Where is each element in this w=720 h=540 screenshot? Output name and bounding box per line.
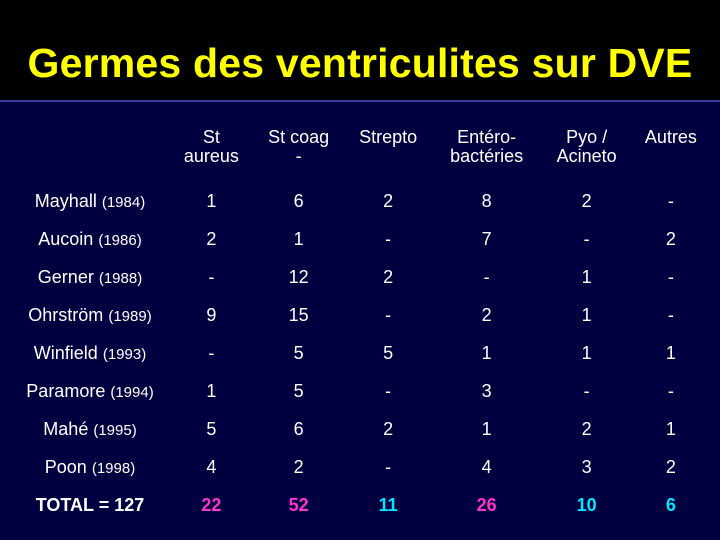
total-row: TOTAL = 127 22 52 11 26 10 6 [10,486,710,524]
header-autres: Autres [644,127,697,147]
table-cell: 1 [481,418,492,439]
table-row: Aucoin (1986) 2 1 - 7 - 2 [10,220,710,258]
study-name: Winfield (1993) [33,342,147,363]
table-cell: 9 [206,304,217,325]
total-cell: 10 [576,494,597,515]
study-name: Mahé (1995) [43,418,137,439]
table-row: Gerner (1988) - 12 2 - 1 - [10,258,710,296]
study-name: Poon (1998) [44,456,136,477]
header-st-coag: St coag - [268,127,330,166]
table-cell: 2 [481,304,492,325]
total-cell: 22 [201,494,222,515]
table-cell: 4 [206,456,217,477]
table-cell: 1 [665,418,676,439]
table-cell: - [208,266,215,287]
table-cell: - [583,228,590,249]
table-cell: - [667,266,674,287]
table-row: Mahé (1995) 5 6 2 1 2 1 [10,410,710,448]
header-strepto: Strepto [359,127,418,147]
header-empty [10,128,170,182]
table-cell: 1 [206,190,217,211]
table-cell: - [385,380,392,401]
table-cell: 6 [293,418,304,439]
table-cell: 2 [293,456,304,477]
table-cell: - [385,228,392,249]
table-cell: 1 [665,342,676,363]
table-cell: 15 [288,304,309,325]
table-cell: 2 [581,190,592,211]
total-cell: 6 [665,494,676,515]
total-label: TOTAL = 127 [35,494,145,515]
table-row: Mayhall (1984) 1 6 2 8 2 - [10,182,710,220]
table-cell: - [667,190,674,211]
table-cell: 5 [293,380,304,401]
header-pyo-acineto: Pyo / Acineto [556,127,617,166]
table-cell: 2 [383,190,394,211]
table-cell: 1 [581,266,592,287]
table-row: Poon (1998) 4 2 - 4 3 2 [10,448,710,486]
table-cell: 6 [293,190,304,211]
table-cell: 1 [293,228,304,249]
table-cell: 12 [288,266,309,287]
table-cell: - [667,380,674,401]
table-cell: 4 [481,456,492,477]
table-cell: 5 [206,418,217,439]
table-cell: - [208,342,215,363]
study-name: Aucoin (1986) [38,228,142,249]
slide-title: Germes des ventriculites sur DVE [27,40,693,86]
table-row: Winfield (1993) - 5 5 1 1 1 [10,334,710,372]
table-cell: 1 [581,342,592,363]
table-cell: 2 [383,418,394,439]
table-cell: 2 [206,228,217,249]
table-cell: 8 [481,190,492,211]
table-cell: - [483,266,490,287]
header-enterobacteries: Entéro-bactéries [450,127,524,166]
total-cell: 11 [378,494,398,515]
table-cell: 1 [206,380,217,401]
table-row: Paramore (1994) 1 5 - 3 - - [10,372,710,410]
germs-table: St aureus St coag - Strepto Entéro-bactéri… [10,128,710,524]
study-name: Mayhall (1984) [34,190,146,211]
total-cell: 26 [476,494,497,515]
study-name: Ohrström (1989) [28,304,152,325]
table-cell: - [667,304,674,325]
table-cell: 2 [665,228,676,249]
table-cell: - [583,380,590,401]
table-cell: 3 [581,456,592,477]
table-cell: - [385,456,392,477]
table-cell: 3 [481,380,492,401]
slide-background [0,102,720,540]
table-cell: 7 [481,228,492,249]
table-cell: 1 [481,342,492,363]
table-row: Ohrström (1989) 9 15 - 2 1 - [10,296,710,334]
study-name: Gerner (1988) [37,266,143,287]
table-cell: 2 [581,418,592,439]
table-cell: 1 [581,304,592,325]
study-name: Paramore (1994) [26,380,154,401]
table-header-row: St aureus St coag - Strepto Entéro-bactéri… [10,128,710,182]
table-cell: 5 [383,342,394,363]
total-cell: 52 [288,494,309,515]
table-cell: 2 [383,266,394,287]
header-st-aureus: St aureus [183,127,239,166]
table-cell: 2 [665,456,676,477]
title-divider [0,100,720,102]
table-cell: 5 [293,342,304,363]
table-cell: - [385,304,392,325]
